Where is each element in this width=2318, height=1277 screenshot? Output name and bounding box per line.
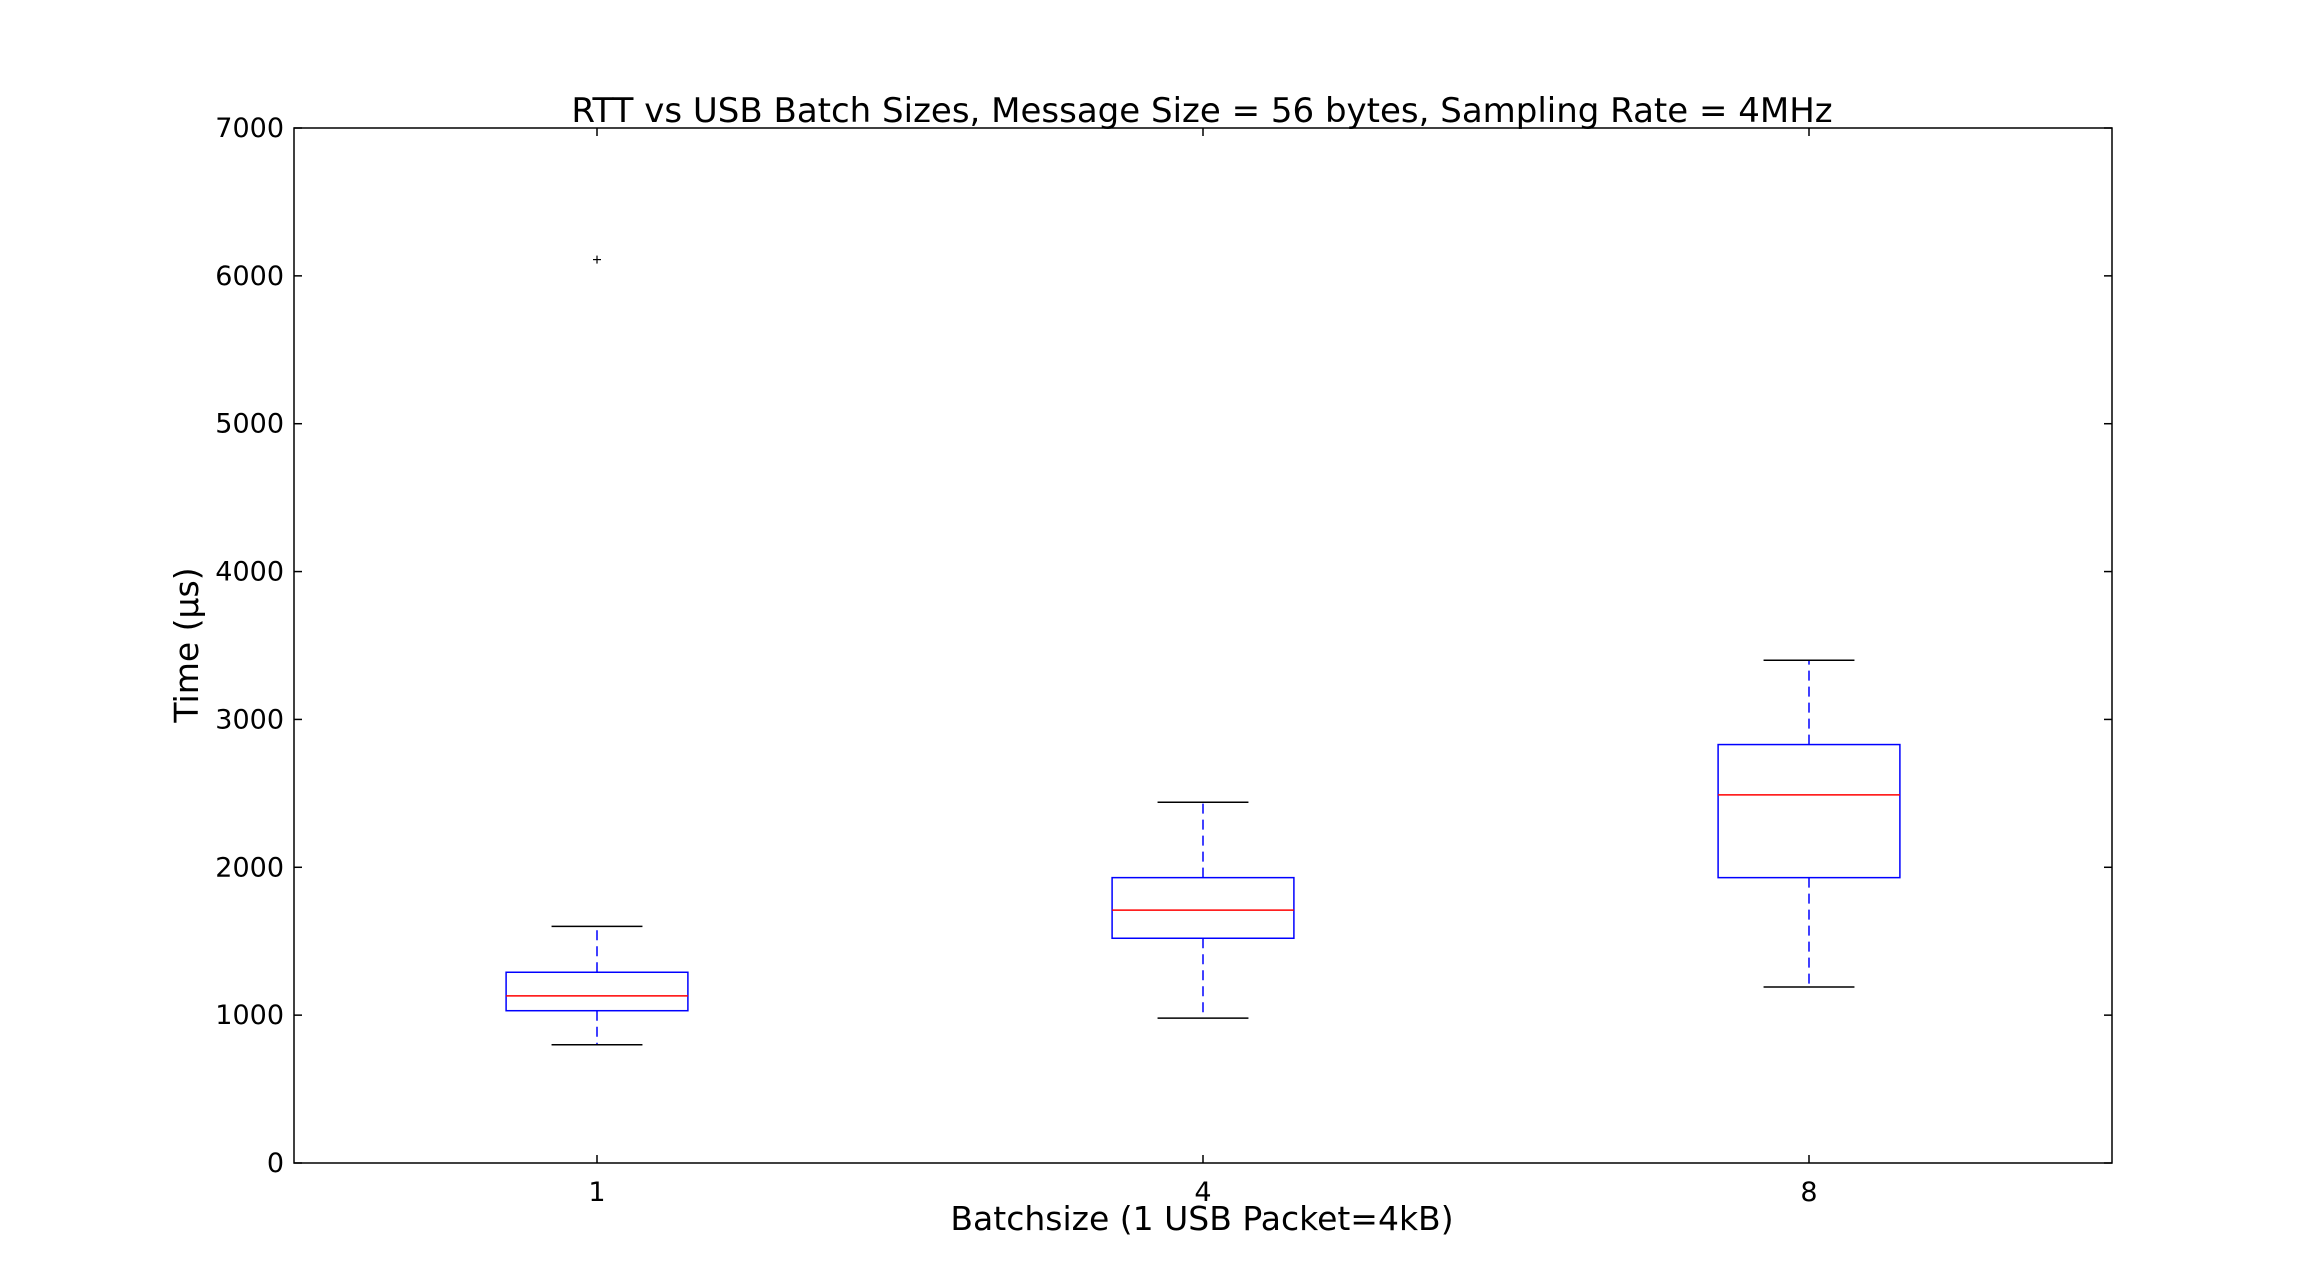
y-tick-label: 2000 [215, 852, 284, 883]
y-tick-label: 0 [267, 1148, 284, 1179]
y-tick-label: 1000 [215, 1000, 284, 1031]
y-tick-label: 5000 [215, 409, 284, 440]
box-iqr [505, 971, 689, 1012]
y-tick-label: 4000 [215, 557, 284, 588]
y-axis-label: Time (μs) [167, 567, 206, 723]
plot-frame [293, 127, 2113, 1164]
chart-title: RTT vs USB Batch Sizes, Message Size = 5… [571, 91, 1832, 131]
y-tick-label: 7000 [215, 113, 284, 144]
y-tick-label: 6000 [215, 261, 284, 292]
x-tick-label: 1 [588, 1177, 605, 1208]
box-iqr [1717, 743, 1901, 879]
x-tick-label: 4 [1194, 1177, 1211, 1208]
x-tick-label: 8 [1800, 1177, 1817, 1208]
outlier-point [593, 255, 601, 264]
y-tick-label: 3000 [215, 704, 284, 735]
box-iqr [1111, 876, 1295, 940]
plot-layer: 0 1000 2000 3000 4000 5000 6000 7000 1 4 8 [215, 113, 2112, 1208]
x-axis-label: Batchsize (1 USB Packet=4kB) [950, 1199, 1453, 1238]
